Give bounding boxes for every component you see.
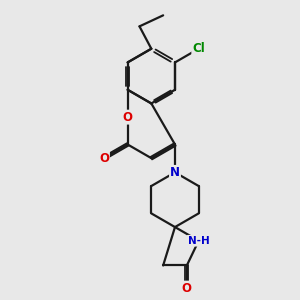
Text: O: O xyxy=(182,282,192,295)
Text: N: N xyxy=(170,166,180,179)
Text: N-H: N-H xyxy=(188,236,209,246)
Text: O: O xyxy=(123,111,133,124)
Text: Cl: Cl xyxy=(192,42,205,55)
Text: O: O xyxy=(99,152,109,165)
